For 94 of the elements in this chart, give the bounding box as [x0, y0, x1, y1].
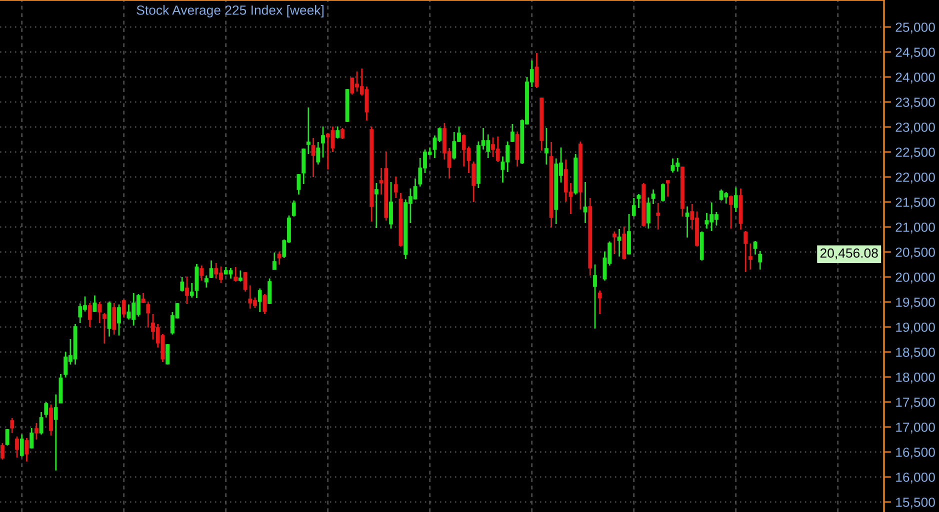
candlestick	[296, 173, 301, 196]
candlestick	[34, 422, 38, 440]
y-tick-label: 15,500	[896, 498, 935, 508]
y-tick-label: 22,500	[896, 148, 935, 158]
candlestick	[277, 250, 282, 266]
candlestick	[92, 294, 97, 313]
candlestick	[5, 428, 10, 446]
candlestick	[734, 186, 738, 213]
candlestick	[374, 182, 378, 229]
candlestick	[44, 401, 48, 418]
candlestick	[336, 126, 340, 140]
candlestick	[583, 181, 588, 224]
candlestick	[661, 182, 665, 202]
candlestick	[204, 274, 208, 288]
candlestick	[632, 197, 636, 218]
candlestick	[10, 417, 14, 434]
candlestick	[238, 270, 242, 282]
y-tick-label: 19,500	[896, 298, 935, 308]
y-tick-label: 24,500	[896, 48, 935, 58]
y-tick-label: 20,500	[896, 248, 935, 258]
y-tick-label: 18,500	[896, 348, 935, 358]
candlestick	[685, 206, 690, 238]
candlestick	[472, 160, 476, 203]
y-tick-label: 24,000	[896, 72, 935, 84]
candlestick	[758, 250, 762, 270]
candlestick	[340, 127, 344, 140]
candlestick	[180, 276, 184, 292]
candlestick	[190, 282, 194, 298]
candlestick	[30, 427, 34, 450]
candlestick	[194, 263, 199, 299]
y-tick-label: 20,000	[896, 272, 935, 284]
candlestick	[24, 437, 29, 462]
candlestick	[544, 127, 548, 166]
candlestick	[0, 442, 4, 460]
candlestick	[612, 230, 616, 255]
candlestick	[394, 176, 398, 199]
candlestick	[243, 271, 248, 292]
candlestick	[593, 264, 597, 330]
candlestick	[39, 411, 44, 436]
candlestick	[146, 300, 150, 328]
candlestick	[166, 343, 170, 366]
candlestick	[268, 278, 272, 305]
candlestick	[302, 148, 306, 185]
candlestick	[510, 123, 514, 143]
y-tick-label: 25,000	[896, 22, 935, 34]
candlestick	[98, 301, 102, 324]
candlestick	[272, 252, 276, 270]
candlestick	[646, 196, 650, 230]
y-tick-label: 19,000	[896, 322, 935, 334]
candlestick	[753, 240, 758, 256]
y-tick-label: 18,000	[896, 372, 935, 384]
candlestick	[316, 141, 320, 166]
candlestick	[321, 126, 325, 158]
candlestick	[311, 137, 316, 178]
y-tick-label: 21,500	[896, 198, 935, 208]
candlestick	[744, 230, 748, 273]
y-tick-label: 16,000	[896, 472, 935, 484]
candlestick	[292, 200, 296, 218]
candlestick	[200, 264, 204, 282]
candlestick	[122, 298, 126, 318]
y-tick-label: 23,500	[896, 98, 935, 108]
candlestick	[49, 404, 53, 436]
candlestick	[234, 266, 238, 282]
candlestick	[656, 202, 660, 230]
candlestick	[262, 293, 267, 315]
y-tick-label: 23,000	[896, 122, 935, 134]
y-tick-label: 16,500	[896, 448, 935, 458]
candlestick	[389, 181, 393, 230]
candlestick	[666, 180, 670, 198]
candlestick	[636, 193, 641, 209]
y-tick-label: 17,000	[896, 422, 935, 434]
candlestick	[15, 436, 19, 458]
candlestick	[112, 302, 116, 336]
y-tick-label: 17,500	[896, 398, 935, 408]
candlestick	[88, 302, 92, 328]
candlestick	[306, 106, 310, 155]
candlestick	[729, 194, 733, 230]
candlestick	[651, 188, 656, 205]
candlestick	[20, 434, 24, 458]
candlestick	[185, 276, 189, 305]
candlestick	[534, 52, 539, 89]
candlestick	[617, 228, 622, 258]
annotation: 20,456.08	[820, 248, 878, 260]
candlestick	[209, 260, 214, 279]
y-tick-label: 22,000	[896, 172, 935, 184]
chart-title: Stock Average 225 Index [week]	[136, 5, 324, 18]
candlestick	[748, 242, 752, 270]
candlestick	[627, 213, 631, 256]
candlestick	[598, 290, 602, 315]
candlestick	[102, 312, 106, 344]
candlestick	[258, 288, 262, 313]
y-tick-label: 21,000	[896, 222, 935, 234]
candlestick	[54, 394, 58, 472]
candlestick	[117, 304, 121, 336]
